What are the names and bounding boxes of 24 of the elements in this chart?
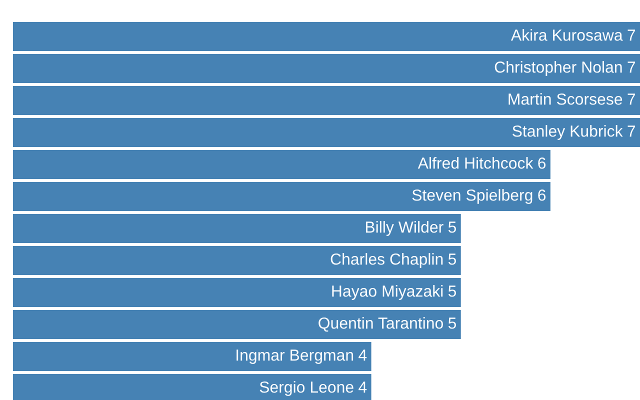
- data-label: 6: [538, 189, 546, 201]
- data-label: 4: [358, 350, 367, 361]
- y-tick-label: Christopher Nolan: [494, 61, 622, 76]
- data-label: 7: [628, 94, 636, 105]
- data-label: 5: [448, 318, 456, 329]
- data-label: 5: [448, 254, 456, 265]
- y-tick-label: Ingmar Bergman: [236, 350, 354, 364]
- y-tick-label: Quentin Tarantino: [318, 317, 443, 332]
- y-tick-label: Akira Kurosawa: [510, 29, 623, 41]
- y-tick-label: Stanley Kubrick: [512, 125, 623, 140]
- data-label: 4: [358, 382, 367, 393]
- data-label: 5: [448, 222, 456, 233]
- y-tick-label: Billy Wilder: [366, 221, 444, 236]
- y-tick-label: Alfred Hitchcock: [418, 157, 534, 169]
- data-label: 7: [628, 30, 636, 41]
- data-label: 7: [628, 126, 636, 137]
- y-tick-label: Martin Scorsese: [508, 93, 622, 105]
- data-label: 6: [538, 157, 546, 169]
- data-label: 5: [448, 286, 456, 297]
- y-tick-label: Sergio Leone: [260, 381, 354, 396]
- y-tick-label: Charles Chaplin: [330, 253, 443, 268]
- y-tick-label: Steven Spielberg: [412, 189, 532, 204]
- data-label: 7: [628, 62, 636, 73]
- y-tick-label: Hayao Miyazaki: [332, 285, 443, 300]
